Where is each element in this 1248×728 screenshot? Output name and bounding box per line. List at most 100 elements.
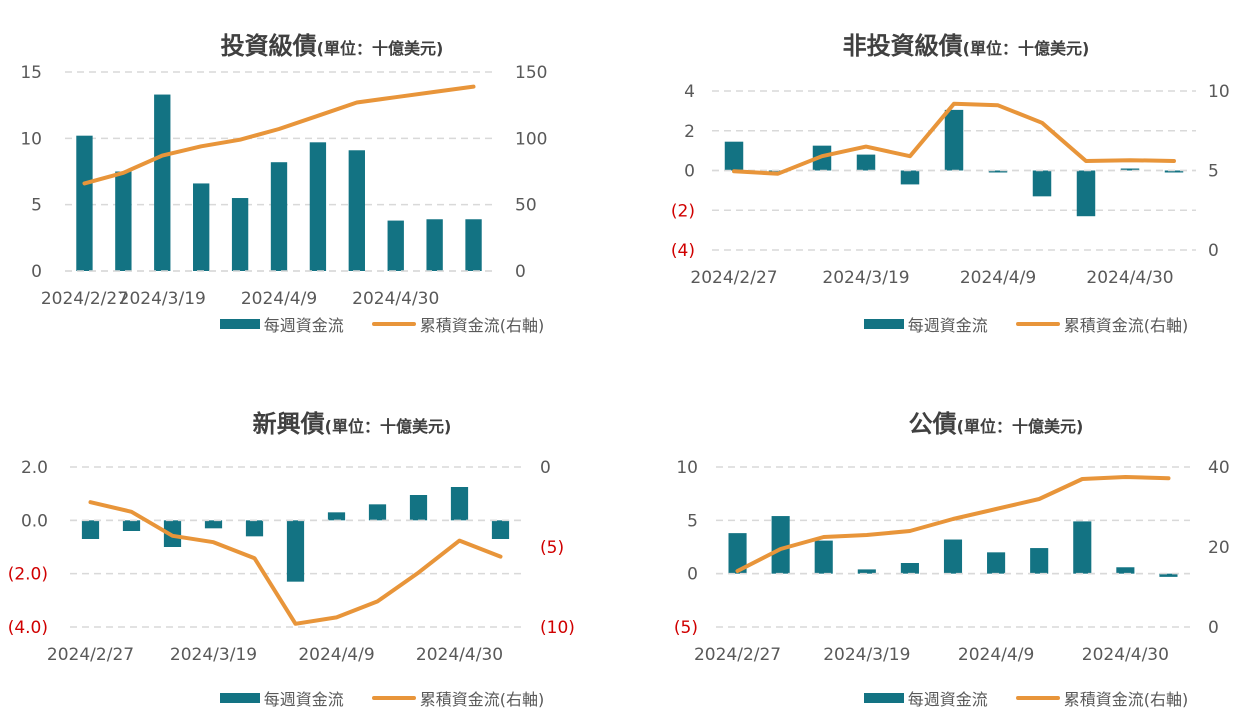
x-tick-label: 2024/4/30 [416, 645, 503, 665]
legend-line-swatch [371, 322, 416, 326]
y-left-tick-label: 0 [684, 162, 695, 182]
bar [771, 516, 790, 574]
bar [814, 540, 833, 574]
chart-panel-govt: 公債(單位：十億美元) (5) 0 5 10 0 20 40 2024/2/27 2024/3/… [624, 364, 1248, 728]
x-tick-label: 2024/4/9 [958, 645, 1034, 665]
y-left-tick-label: (5) [674, 618, 698, 638]
y-right-tick-label: 100 [515, 129, 547, 149]
x-tick-label: 2024/4/9 [241, 289, 317, 309]
bar [154, 94, 171, 271]
y-right-tick-label: 20 [1208, 538, 1230, 558]
bar [409, 495, 428, 521]
bar [368, 504, 387, 521]
chart-panel-em: 新興債(單位：十億美元) (4.0) (2.0) 0.0 2.0 (10) (5) 0 202… [0, 364, 624, 728]
y-left-tick-label: 0 [31, 262, 42, 282]
y-left-tick-label: (2) [671, 201, 695, 221]
series-line [88, 500, 503, 626]
legend-bar-label: 每週資金流 [907, 690, 988, 709]
legend-bar-swatch [863, 693, 904, 703]
chart-em: (4.0) (2.0) 0.0 2.0 (10) (5) 0 2024/2/27 2024/3/… [8, 458, 575, 665]
chart-title-main: 非投資級債 [842, 32, 963, 60]
y-left-tick-label: 0.0 [21, 511, 48, 531]
chart-title-unit: (單位：十億美元) [962, 39, 1090, 58]
y-left-tick-label: 15 [20, 63, 42, 83]
bar [465, 219, 482, 271]
chart-title: 非投資級債(單位：十億美元) [624, 26, 1248, 61]
x-tick-label: 2024/4/9 [960, 268, 1036, 288]
chart-title-main: 公債 [908, 410, 957, 438]
bar [1032, 170, 1052, 197]
legend-line-swatch [1015, 696, 1060, 700]
y-right-tick-label: 150 [515, 63, 547, 83]
bar [1120, 168, 1140, 171]
chart-hy: (4) (2) 0 2 4 0 5 10 2024/2/27 2024/3/19 2024/4/9 2… [671, 82, 1230, 288]
y-right-tick-label: (5) [540, 538, 564, 558]
chart-legend: 每週資金流 累積資金流(右軸) [624, 686, 1248, 710]
bar [1164, 170, 1184, 173]
legend-line-label: 累積資金流(右軸) [419, 316, 545, 335]
chart-title-main: 新興債 [252, 410, 325, 438]
y-right-tick-label: 0 [540, 458, 551, 478]
y-right-tick-label: 5 [1208, 162, 1219, 182]
chart-title-unit: (單位：十億美元) [324, 417, 452, 436]
y-left-tick-label: (2.0) [8, 565, 48, 585]
bar [193, 183, 210, 271]
series-line [732, 101, 1176, 176]
bar [231, 198, 249, 271]
bar [1076, 170, 1096, 217]
bar [270, 162, 288, 271]
y-right-tick-label: 10 [1208, 82, 1230, 102]
bar [76, 135, 93, 271]
bar [987, 552, 1006, 574]
bar [309, 142, 327, 271]
x-tick-label: 2024/4/30 [1082, 645, 1169, 665]
legend-bar-label: 每週資金流 [263, 690, 344, 709]
y-left-tick-label: 0 [687, 565, 698, 585]
bar [900, 563, 919, 574]
legend-bar-label: 每週資金流 [263, 316, 344, 335]
legend-line-label: 累積資金流(右軸) [419, 690, 545, 709]
legend-bar-label: 每週資金流 [907, 316, 988, 335]
x-tick-label: 2024/2/27 [690, 268, 777, 288]
y-right-tick-label: 0 [515, 262, 526, 282]
bar [115, 171, 132, 271]
chart-title-main: 投資級債 [220, 32, 317, 60]
y-right-tick-label: 0 [1208, 241, 1219, 261]
y-left-tick-label: (4) [671, 241, 695, 261]
legend-line-swatch [371, 696, 416, 700]
legend-bar-swatch [219, 319, 260, 329]
bar [1116, 567, 1135, 574]
bar [857, 569, 876, 574]
chart-legend: 每週資金流 累積資金流(右軸) [624, 312, 1248, 336]
legend-bar-swatch [863, 319, 904, 329]
bar [122, 520, 141, 531]
bar [1073, 521, 1092, 574]
chart-panel-ig: 投資級債(單位：十億美元) 0 5 10 15 0 50 100 150 2024/2/27 20… [0, 0, 624, 364]
y-left-tick-label: (4.0) [8, 618, 48, 638]
chart-title-unit: (單位：十億美元) [316, 39, 444, 58]
bar [943, 539, 963, 574]
chart-title: 投資級債(單位：十億美元) [0, 26, 644, 61]
bar [988, 170, 1008, 173]
bar [1030, 548, 1049, 574]
bar [204, 520, 223, 529]
y-left-tick-label: 2 [684, 122, 695, 142]
y-right-tick-label: 40 [1208, 458, 1230, 478]
bar [856, 154, 876, 171]
y-left-tick-label: 10 [20, 129, 42, 149]
x-tick-label: 2024/3/19 [822, 268, 909, 288]
legend-bar-swatch [219, 693, 260, 703]
x-tick-label: 2024/4/30 [352, 289, 439, 309]
bar [245, 520, 264, 537]
chart-legend: 每週資金流 累積資金流(右軸) [0, 312, 694, 336]
bar [768, 170, 788, 173]
bar [348, 150, 365, 271]
bar [724, 141, 744, 171]
bar [327, 512, 346, 521]
chart-legend: 每週資金流 累積資金流(右軸) [0, 686, 694, 710]
y-left-tick-label: 10 [676, 458, 698, 478]
chart-panel-hy: 非投資級債(單位：十億美元) (4) (2) 0 2 4 0 5 10 2024/2/27 202… [624, 0, 1248, 364]
legend-line-label: 累積資金流(右軸) [1063, 690, 1189, 709]
series-line [735, 475, 1171, 573]
